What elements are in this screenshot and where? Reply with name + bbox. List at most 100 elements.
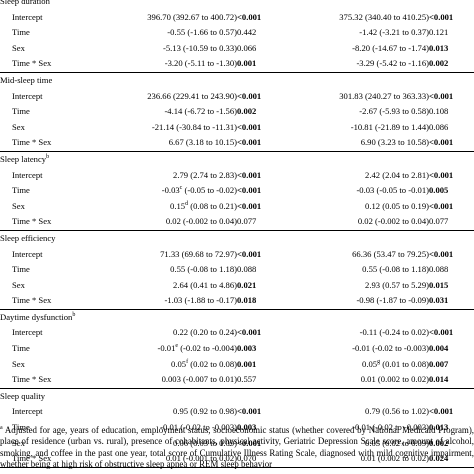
p-value-model-2: <0.001 [429, 248, 454, 259]
ci2-value: -0.03 (-0.05 to -0.01) [356, 185, 429, 196]
table-row: Time -4.14 (-6.72 to -1.56) 0.002 -2.67 (-5… [0, 104, 474, 120]
row-label: Time [12, 106, 30, 117]
ci1-value: 0.02 (-0.002 to 0.04) [165, 216, 237, 227]
ci2-value: 0.55 (-0.08 to 1.18) [362, 264, 429, 275]
section-title: Mid-sleep time [0, 71, 474, 89]
ci1-interval: (0.02 to 0.08) [188, 358, 237, 369]
row-label: Intercept [12, 248, 43, 259]
ci1-superscript: e [175, 343, 179, 350]
ci1-cell: 0.95 (0.92 to 0.98) [62, 404, 237, 420]
ci1-value: 2.64 (0.41 to 4.86) [173, 279, 237, 290]
section-title-text: Sleep latency [0, 153, 47, 164]
row-label: Time [12, 422, 30, 433]
ci2-value: -10.81 (-21.89 to 1.44) [350, 121, 429, 132]
section-title: Sleep efficiency [0, 229, 474, 247]
row-label: Intercept [12, 11, 43, 22]
ci1-value: 396.70 (392.67 to 400.72) [147, 11, 237, 22]
row-label: Time [12, 343, 30, 354]
section-header-row: Sleep duration [0, 0, 474, 10]
ci2-value: -0.01 (-0.02 to -0.003) [352, 422, 429, 433]
ci2-value: -0.11 (-0.24 to 0.02) [359, 327, 429, 338]
section-title: Sleep latencyb [0, 150, 474, 168]
ci2-cell: -1.42 (-3.21 to 0.37) [279, 25, 429, 41]
ci1-cell: 0.06 (0.03 to 0.09) [62, 436, 237, 452]
ci1-cell: 0.02 (-0.002 to 0.04) [62, 214, 237, 230]
p-value-model-2: 0.108 [429, 106, 449, 117]
p-value-model-2: <0.001 [429, 327, 454, 338]
table-row: Time 0.55 (-0.08 to 1.18) 0.088 0.55 (-0.08… [0, 262, 474, 278]
p-value-model-2: <0.001 [429, 11, 454, 22]
p-value-model-2: 0.013 [429, 42, 449, 53]
ci1-cell: -21.14 (-30.84 to -11.31) [62, 120, 237, 136]
ci2-cell: -0.01 (-0.02 to -0.003) [279, 420, 429, 436]
ci1-cell: 0.22 (0.20 to 0.24) [62, 325, 237, 341]
ci2-value: 0.05 (0.02 to 0.09) [365, 437, 429, 448]
p-value-model-2: 0.121 [429, 27, 449, 38]
p-value-model-1: <0.001 [237, 406, 262, 417]
ci1-value: -5.13 (-10.59 to 0.33) [163, 42, 237, 53]
row-label: Time * Sex [12, 216, 52, 227]
ci1-value: 0.15 [170, 200, 186, 211]
section-header-row: Mid-sleep time [0, 71, 474, 89]
ci2-cell: 2.42 (2.04 to 2.81) [279, 168, 429, 184]
section-title-text: Sleep quality [0, 390, 46, 401]
section-title-text: Sleep efficiency [0, 232, 56, 243]
section-header-row: Daytime dysfunctionb [0, 308, 474, 326]
table-row: Intercept 2.79 (2.74 to 2.83) <0.001 2.42 (… [0, 168, 474, 184]
ci1-value: 0.22 (0.20 to 0.24) [173, 327, 237, 338]
table-row: Time * Sex -3.20 (-5.11 to -1.30) 0.001 -3.… [0, 56, 474, 72]
p-value-model-2: 0.024 [429, 451, 474, 468]
ci1-superscript: d [185, 200, 189, 207]
ci1-value: -4.14 (-6.72 to -1.56) [164, 106, 237, 117]
p-value-model-1: 0.003 [237, 422, 257, 433]
section-title-text: Daytime dysfunction [0, 311, 73, 322]
table-row: Time -0.01e (-0.02 to -0.004) 0.003 -0.01 (… [0, 341, 474, 357]
ci2-cell: 375.32 (340.40 to 410.25) [279, 10, 429, 26]
ci1-value: 0.05 [171, 358, 187, 369]
p-value-model-2: 0.005 [429, 185, 449, 196]
table-row: Intercept 236.66 (229.41 to 243.90) <0.001… [0, 89, 474, 105]
table-row: Time -0.55 (-1.66 to 0.57) 0.442 -1.42 (-3.… [0, 25, 474, 41]
p-value-model-2: 0.015 [429, 279, 449, 290]
table-row: Sex 0.15d (0.08 to 0.21) <0.001 0.12 (0.05 … [0, 199, 474, 215]
ci2-cell: 66.36 (53.47 to 79.25) [279, 247, 429, 263]
ci1-superscript: f [186, 358, 189, 365]
row-label: Time * Sex [0, 451, 62, 468]
p-value-model-1: <0.001 [237, 200, 262, 211]
ci2-cell: 0.01 (0.002 to 0.02) [279, 451, 429, 468]
ci1-cell: 2.64 (0.41 to 4.86) [62, 278, 237, 294]
row-label: Time [12, 264, 30, 275]
p-value-model-1: <0.001 [237, 437, 262, 448]
ci1-value: 0.06 (0.03 to 0.09) [173, 437, 237, 448]
ci1-cell: -0.03c (-0.05 to -0.02) [62, 183, 237, 199]
p-value-model-2: <0.001 [429, 169, 454, 180]
ci2-value: 2.93 (0.57 to 5.29) [365, 279, 429, 290]
p-value-model-1: <0.001 [237, 137, 262, 148]
p-value-model-1: 0.021 [237, 279, 257, 290]
p-value-model-1: 0.003 [237, 343, 257, 354]
table-row: Time * Sex -1.03 (-1.88 to -0.17) 0.018 -0.… [0, 293, 474, 309]
p-value-model-1: <0.001 [237, 11, 262, 22]
table-row: Intercept 0.95 (0.92 to 0.98) <0.001 0.79 (… [0, 404, 474, 420]
ci1-interval: (0.08 to 0.21) [188, 200, 237, 211]
row-label: Time [12, 185, 30, 196]
ci2-cell: -8.20 (-14.67 to -1.74) [279, 41, 429, 57]
section-title-text: Mid-sleep time [0, 74, 53, 85]
p-value-model-2: 0.031 [429, 295, 449, 306]
footnote: a Adjusted for age, years of education, … [0, 425, 474, 471]
p-value-model-1: 0.001 [237, 358, 257, 369]
row-label: Sex [12, 279, 25, 290]
footnote-marker: a [0, 425, 3, 432]
ci2-cell: 6.90 (3.23 to 10.58) [279, 135, 429, 151]
table-row: Sex 0.06 (0.03 to 0.09) <0.001 0.05 (0.02 t… [0, 436, 474, 452]
ci2-value: 2.42 (2.04 to 2.81) [365, 169, 429, 180]
ci2-cell: -10.81 (-21.89 to 1.44) [279, 120, 429, 136]
ci1-cell: 0.55 (-0.08 to 1.18) [62, 262, 237, 278]
p-value-model-2: <0.001 [429, 137, 454, 148]
table-row: Sex 2.64 (0.41 to 4.86) 0.021 2.93 (0.57 to… [0, 278, 474, 294]
p-value-model-2: 0.002 [429, 58, 449, 69]
ci2-cell: -0.01 (-0.02 to -0.003) [279, 341, 429, 357]
row-label: Sex [12, 200, 25, 211]
section-title-superscript: b [72, 312, 76, 319]
ci2-cell: 0.05g (0.01 to 0.08) [279, 357, 429, 373]
